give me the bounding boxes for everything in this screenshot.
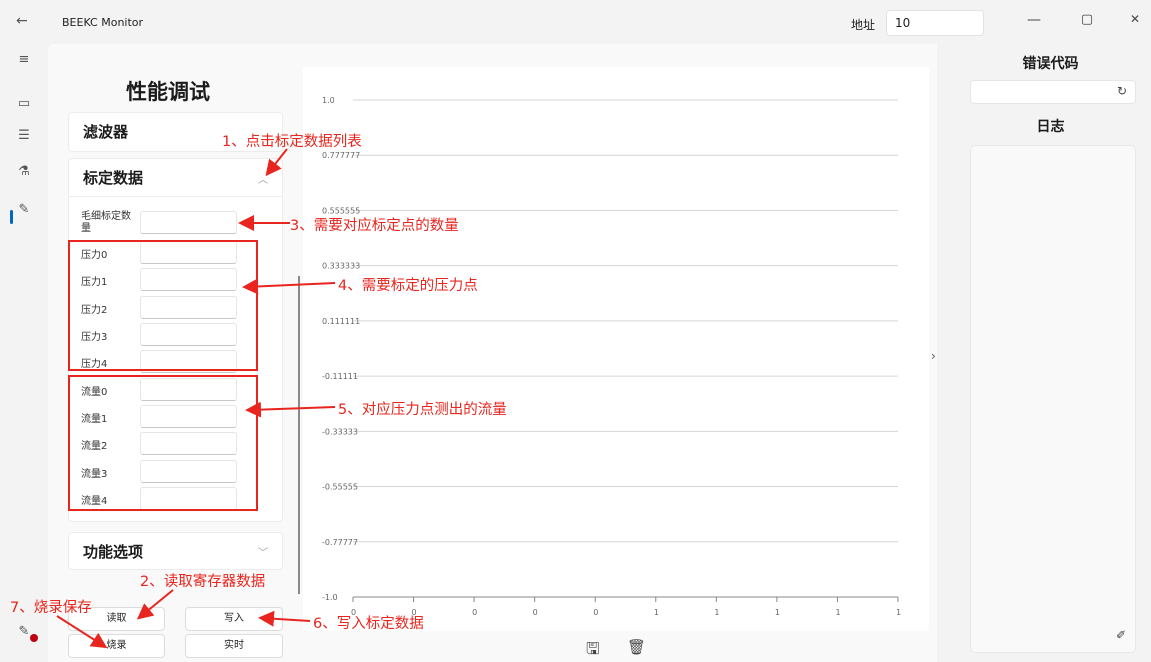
functions-header: 功能选项 <box>83 543 144 561</box>
flask-icon[interactable]: ⚗ <box>18 164 30 179</box>
flow-2-input[interactable] <box>140 432 237 455</box>
pressure-4-input[interactable] <box>140 350 237 373</box>
address-input[interactable]: 10 <box>886 10 984 36</box>
list-icon[interactable]: ☰ <box>18 128 30 143</box>
y-tick-label: 0.777777 <box>322 151 360 160</box>
y-tick-label: -0.77777 <box>322 538 358 547</box>
log-title: 日志 <box>1036 119 1065 135</box>
x-tick-label: 1 <box>835 608 840 617</box>
chevron-down-icon: ﹀ <box>258 548 268 559</box>
y-tick-label: 1.0 <box>322 96 335 105</box>
app-title: BEEKC Monitor <box>62 16 144 29</box>
pressure-0-label: 压力0 <box>81 250 108 261</box>
flow-highlight-box <box>68 375 258 511</box>
pen-icon[interactable]: ✎ <box>18 202 30 217</box>
pressure-2-input[interactable] <box>140 296 237 319</box>
y-tick-label: -0.55555 <box>322 483 358 492</box>
broom-icon[interactable]: ✐ <box>1116 628 1127 642</box>
x-tick-label: 0 <box>472 608 477 617</box>
calibration-header[interactable]: 标定数据 <box>69 159 282 197</box>
annotation-3: 3、需要对应标定点的数量 <box>290 218 459 234</box>
line-chart: 1.0 0.777777 0.555555 0.333333 0.111111 -0.11… <box>322 96 901 617</box>
x-tick-label: 0 <box>351 608 356 617</box>
annotation-5: 5、对应压力点测出的流量 <box>338 402 507 418</box>
annotation-4: 4、需要标定的压力点 <box>338 278 478 294</box>
chart-area: 1.0 0.777777 0.555555 0.333333 0.111111 -0.11… <box>303 67 929 631</box>
count-input[interactable] <box>140 211 237 234</box>
menu-icon[interactable]: ≡ <box>18 52 30 67</box>
annotation-1: 1、点击标定数据列表 <box>222 134 362 150</box>
x-tick-label: 1 <box>896 608 901 617</box>
flow-4-label: 流量4 <box>81 496 108 507</box>
flow-2-label: 流量2 <box>81 441 108 452</box>
flow-1-label: 流量1 <box>81 414 108 425</box>
flow-3-input[interactable] <box>140 460 237 483</box>
x-tick-label: 1 <box>775 608 780 617</box>
x-tick-label: 1 <box>714 608 719 617</box>
x-tick-label: 0 <box>593 608 598 617</box>
flow-3-label: 流量3 <box>81 469 108 480</box>
flow-1-input[interactable] <box>140 405 237 428</box>
page-title: 性能调试 <box>126 80 210 104</box>
panel-toggle-icon[interactable]: › <box>931 349 936 363</box>
x-tick-label: 1 <box>654 608 659 617</box>
y-tick-label: -0.33333 <box>322 427 358 436</box>
nav-selected-indicator <box>10 210 13 224</box>
pressure-4-label: 压力4 <box>81 359 108 370</box>
record-dot-icon <box>30 634 38 642</box>
burn-button[interactable]: 烧录 <box>68 634 165 658</box>
y-tick-label: -0.11111 <box>322 372 358 381</box>
write-button[interactable]: 写入 <box>185 607 283 631</box>
annotation-2: 2、读取寄存器数据 <box>140 574 266 590</box>
log-box <box>970 145 1136 653</box>
y-tick-label: 0.555555 <box>322 206 360 215</box>
error-code-title: 错误代码 <box>1022 56 1079 72</box>
address-label: 地址 <box>851 18 876 32</box>
back-icon[interactable]: ← <box>16 13 28 29</box>
minimize-icon[interactable]: — <box>1027 12 1041 28</box>
pressure-2-label: 压力2 <box>81 305 108 316</box>
x-tick-label: 0 <box>412 608 417 617</box>
annotation-7: 7、烧录保存 <box>10 600 92 616</box>
y-tick-label: 0.111111 <box>322 317 360 326</box>
nav-rail: ≡ ▭ ☰ ⚗ ✎ ✎ <box>0 44 48 662</box>
pressure-1-label: 压力1 <box>81 277 108 288</box>
splitter-handle[interactable] <box>298 276 300 594</box>
realtime-button[interactable]: 实时 <box>185 634 283 658</box>
pressure-highlight-box <box>68 240 258 371</box>
filter-header: 滤波器 <box>83 123 129 141</box>
flow-0-input[interactable] <box>140 378 237 401</box>
x-tick-label: 0 <box>533 608 538 617</box>
y-tick-label: 0.333333 <box>322 262 360 271</box>
annotation-6: 6、写入标定数据 <box>313 616 424 632</box>
pressure-3-label: 压力3 <box>81 332 108 343</box>
y-tick-label: -1.0 <box>322 593 338 602</box>
refresh-icon[interactable]: ↻ <box>1117 84 1128 98</box>
save-icon[interactable]: 🖫 <box>586 639 600 658</box>
functions-section[interactable]: 功能选项 ﹀ <box>68 532 283 570</box>
device-icon[interactable]: ▭ <box>17 96 31 111</box>
maximize-icon[interactable]: ▢ <box>1080 12 1094 27</box>
pressure-3-input[interactable] <box>140 323 237 346</box>
pressure-1-input[interactable] <box>140 268 237 291</box>
recorder-icon[interactable]: ✎ <box>18 624 30 639</box>
error-code-field[interactable] <box>970 80 1136 104</box>
trash-icon[interactable]: 🗑 <box>627 638 647 656</box>
flow-0-label: 流量0 <box>81 387 108 398</box>
title-bar: ← BEEKC Monitor 地址 10 — ▢ ✕ <box>0 0 1151 44</box>
count-label: 毛细标定数量 <box>81 211 131 234</box>
filter-section[interactable]: 滤波器 <box>68 112 283 152</box>
close-icon[interactable]: ✕ <box>1129 12 1141 26</box>
chevron-up-icon[interactable]: ︿ <box>258 175 268 186</box>
